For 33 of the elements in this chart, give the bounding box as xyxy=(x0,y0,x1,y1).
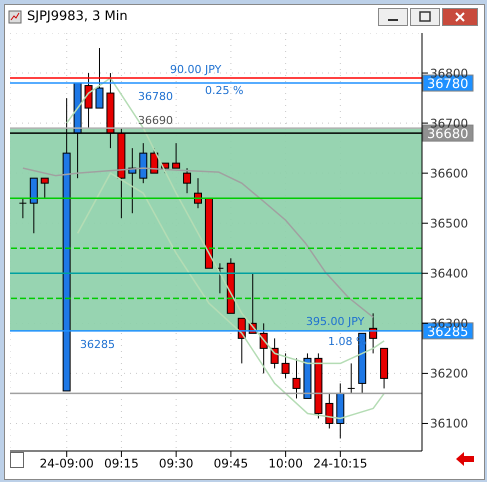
candlestick xyxy=(18,198,27,219)
candlestick xyxy=(84,72,93,129)
candlestick xyxy=(95,48,104,109)
y-tick-label: 36500 xyxy=(430,216,468,230)
annotation: 36285 xyxy=(80,338,115,351)
y-tick-label: 36200 xyxy=(430,366,468,381)
ref-line-label: 36680 xyxy=(427,127,468,142)
candlestick xyxy=(40,178,49,199)
annotation: 36780 xyxy=(138,90,173,103)
ref-line-label: 36780 xyxy=(427,77,468,92)
x-tick-label: 09:15 xyxy=(104,456,139,471)
annotation: 395.00 JPY xyxy=(306,315,364,328)
x-tick-label: 10:00 xyxy=(268,456,303,471)
candlestick xyxy=(172,142,180,169)
y-tick-label: 36400 xyxy=(430,266,468,281)
chart-title: SJPJ9983, 3 Min xyxy=(27,9,128,24)
y-tick-label: 36100 xyxy=(430,416,468,431)
candlestick xyxy=(282,352,290,379)
candlestick xyxy=(183,168,192,194)
x-tick-label: 24-10:15 xyxy=(313,456,368,471)
annotation: 90.00 JPY xyxy=(170,63,222,76)
x-tick-label: 24-09:00 xyxy=(40,456,94,471)
y-tick-label: 36600 xyxy=(430,166,468,180)
line-series xyxy=(76,172,385,420)
candlestick xyxy=(325,392,334,429)
x-tick-label: 09:45 xyxy=(214,456,248,471)
line-series xyxy=(66,77,385,364)
annotation: 0.25 % xyxy=(205,84,244,97)
annotation: 36690 xyxy=(138,114,173,127)
line-series xyxy=(22,167,374,318)
x-tick-label: 09:30 xyxy=(158,456,194,471)
candlestick xyxy=(347,362,356,394)
candlestick xyxy=(292,358,301,399)
